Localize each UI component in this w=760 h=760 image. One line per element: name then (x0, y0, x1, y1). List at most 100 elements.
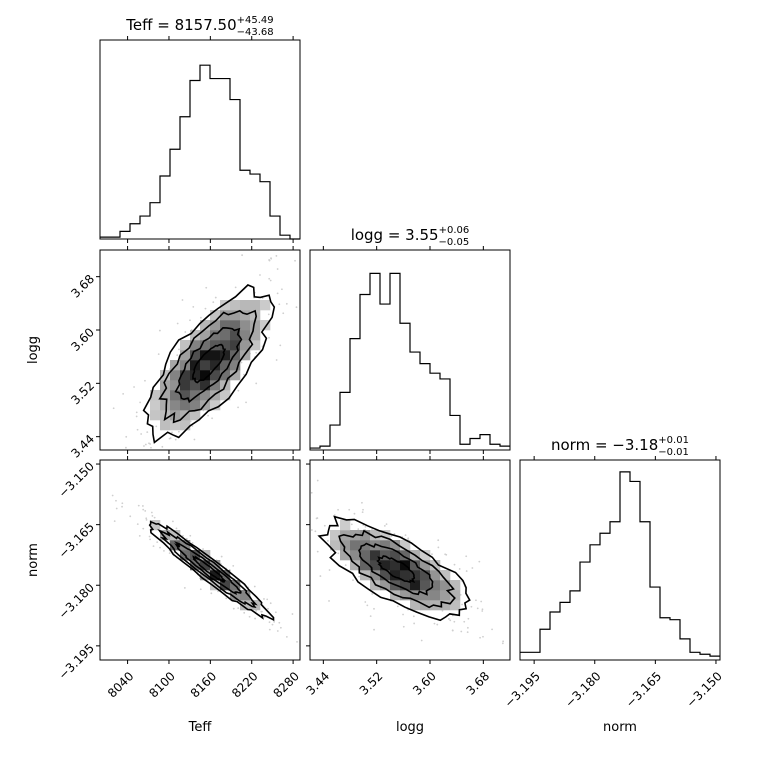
logg-hist-title-main: logg = 3.55 (351, 226, 439, 244)
logg-vs-teff-contour-3 (158, 309, 258, 424)
teff-hist-bin (240, 170, 250, 239)
logg-hist-bin (490, 444, 500, 450)
norm-vs-teff-sample-point (144, 510, 147, 512)
teff-hist-title-sup: +45.49 (237, 15, 274, 26)
norm-hist-bin (670, 620, 680, 660)
logg-vs-teff-density-cell (160, 370, 171, 381)
norm-vs-logg-density-cell (350, 540, 361, 551)
logg-vs-teff-density-cell (240, 300, 251, 311)
norm-vs-logg-sample-point (314, 530, 317, 533)
norm-vs-logg-sample-point (328, 569, 331, 571)
norm-vs-teff-sample-point (263, 598, 265, 600)
norm-vs-logg-density-cell (400, 570, 411, 581)
norm-hist-bin (700, 654, 710, 660)
logg-vs-teff-sample-point (295, 306, 298, 309)
logg-vs-teff-sample-point (255, 382, 258, 385)
logg-vs-teff-sample-point (144, 379, 146, 382)
norm-vs-logg-sample-point (449, 619, 452, 622)
norm-vs-teff-sample-point (115, 499, 117, 502)
norm-vs-logg-sample-point (431, 553, 433, 556)
logg-hist-bin (390, 273, 400, 450)
norm-vs-teff-xtick-label: 8040 (105, 669, 136, 700)
logg-vs-teff-density-cell (180, 390, 191, 401)
norm-vs-logg-density-cell (420, 590, 431, 601)
norm-vs-logg-sample-point (385, 523, 388, 526)
logg-vs-teff-sample-point (279, 344, 282, 347)
norm-vs-logg-sample-point (310, 491, 313, 494)
logg-vs-teff-sample-point (143, 445, 145, 447)
norm-hist-bin (650, 587, 660, 660)
norm-vs-logg-sample-point (352, 579, 354, 582)
norm-vs-teff-sample-point (159, 546, 161, 549)
norm-vs-teff-sample-point (175, 527, 178, 530)
logg-vs-teff-sample-point (267, 313, 270, 316)
teff-hist-bin (180, 117, 190, 239)
norm-vs-teff-density-cell (210, 560, 221, 571)
logg-vs-teff-density-cell (200, 390, 211, 401)
logg-vs-teff-density-cell (220, 350, 231, 361)
norm-vs-teff-density-cell (170, 540, 181, 551)
logg-vs-teff-density-cell (180, 420, 191, 431)
norm-vs-teff-density-cell (220, 580, 231, 591)
norm-vs-logg-sample-point (475, 599, 477, 602)
logg-hist-bin (420, 364, 430, 450)
teff-hist-bin (150, 203, 160, 239)
norm-vs-teff-sample-point (267, 607, 269, 610)
norm-vs-logg-sample-point (476, 607, 479, 610)
norm-vs-teff-sample-point (111, 494, 114, 497)
norm-vs-logg-sample-point (448, 618, 450, 620)
norm-hist-bin (550, 612, 560, 660)
logg-vs-teff-density-cell (190, 370, 201, 381)
logg-vs-teff-sample-point (174, 438, 177, 441)
norm-vs-logg-density-cell (440, 570, 451, 581)
logg-vs-teff-density-cell (230, 300, 241, 311)
norm-vs-logg-sample-point (433, 622, 436, 625)
logg-vs-teff-sample-point (133, 386, 135, 388)
logg-vs-teff-sample-point (158, 329, 161, 332)
norm-vs-teff-density-cell (200, 560, 211, 571)
teff-hist-bin (160, 176, 170, 239)
norm-vs-logg-sample-point (316, 517, 319, 519)
logg-vs-teff-sample-point (205, 286, 208, 289)
logg-vs-teff-density-cell (180, 400, 191, 411)
logg-vs-teff-sample-point (192, 305, 195, 308)
norm-vs-teff-sample-point (171, 520, 174, 523)
logg-vs-teff-density-cell (200, 320, 211, 331)
logg-vs-teff-sample-point (243, 373, 245, 376)
teff-hist-frame (99, 39, 301, 240)
norm-vs-logg-sample-point (364, 525, 367, 528)
norm-vs-logg-density-cell (420, 560, 431, 571)
norm-vs-teff-density-cell (210, 580, 221, 591)
norm-vs-logg-sample-point (348, 508, 351, 511)
norm-vs-teff-sample-point (129, 515, 132, 518)
norm-vs-logg-density-cell (450, 590, 461, 601)
norm-vs-logg-sample-point (402, 625, 405, 628)
norm-vs-logg-sample-point (479, 636, 481, 639)
norm-vs-logg-sample-point (471, 567, 474, 569)
norm-vs-logg-sample-point (502, 640, 505, 643)
logg-vs-teff-density-cell (200, 350, 211, 361)
norm-vs-logg-sample-point (364, 601, 367, 603)
logg-vs-teff-sample-point (125, 446, 127, 449)
norm-vs-teff-sample-point (142, 508, 145, 511)
logg-vs-teff-sample-point (189, 319, 191, 322)
norm-vs-logg-sample-point (402, 613, 404, 616)
logg-vs-teff-density-cell (180, 370, 191, 381)
norm-vs-teff-density-cell (180, 540, 191, 551)
logg-vs-teff-frame (99, 249, 301, 451)
norm-vs-logg-sample-point (357, 528, 360, 531)
norm-vs-teff-xtick-label: 8220 (229, 669, 260, 700)
logg-vs-teff-density-cell (220, 340, 231, 351)
logg-hist-bin (380, 304, 390, 450)
norm-vs-logg-density-cell (380, 540, 391, 551)
norm-vs-logg-sample-point (333, 514, 336, 517)
logg-hist-frame (309, 249, 511, 451)
norm-hist-bin (560, 602, 570, 660)
norm-vs-teff-contour-3 (157, 528, 258, 608)
norm-vs-logg-sample-point (353, 512, 356, 515)
norm-vs-logg-density-cell (330, 540, 341, 551)
logg-vs-teff-sample-point (276, 268, 279, 270)
teff-hist-step (100, 64, 300, 240)
logg-vs-teff-density-cell (150, 390, 161, 401)
logg-vs-teff-sample-point (146, 431, 149, 434)
